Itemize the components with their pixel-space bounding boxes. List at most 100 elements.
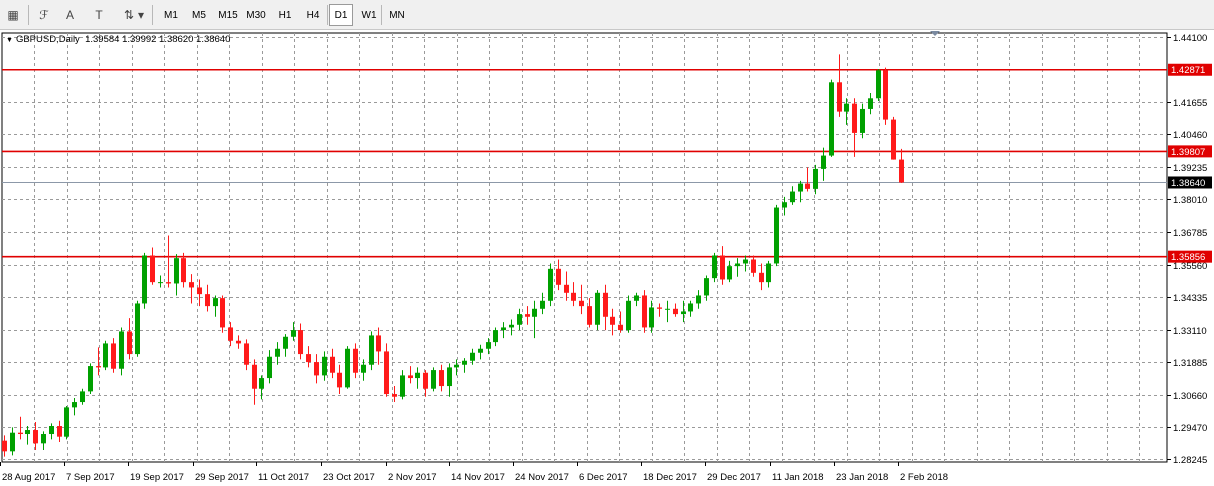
candle-bull: [486, 342, 491, 349]
candle-bull: [517, 314, 522, 325]
candle-bull: [283, 336, 288, 349]
candle-bear: [525, 314, 530, 317]
candle-bear: [337, 372, 342, 388]
y-tick-label: 1.39235: [1173, 163, 1207, 174]
triangle-down-icon: ▼: [6, 37, 13, 44]
candle-bull: [782, 202, 787, 208]
candle-bear: [236, 340, 241, 344]
y-tick-label: 1.31885: [1173, 358, 1207, 369]
ohlc-values: 1.39584 1.39992 1.38620 1.38640: [85, 34, 231, 45]
candle-bull: [80, 391, 85, 403]
candle-bull: [431, 370, 436, 389]
y-tick-label: 1.28245: [1173, 455, 1207, 466]
x-tick-label: 24 Nov 2017: [515, 472, 569, 483]
candle-bear: [2, 440, 7, 452]
candle-bull: [876, 70, 881, 99]
candle-bull: [369, 335, 374, 365]
x-tick-label: 18 Dec 2017: [643, 472, 697, 483]
text-tool-icon[interactable]: A: [65, 8, 74, 22]
grid: [1, 32, 1168, 463]
fibonacci-icon[interactable]: ℱ: [39, 8, 49, 22]
candle-bull: [462, 360, 467, 365]
timeframe-d1-button[interactable]: D1: [329, 4, 353, 26]
chart-toolbar: ▦ ℱ A T ⇅ ▾ M1 M5 M15 M30 H1 H4 D1 W1 MN: [0, 0, 1214, 30]
candle-bear: [423, 372, 428, 389]
candle-bear: [330, 356, 335, 373]
y-tick-label: 1.30660: [1173, 391, 1207, 402]
text-label-icon[interactable]: T: [95, 8, 103, 22]
candle-bear: [603, 292, 608, 317]
x-tick-label: 7 Sep 2017: [66, 472, 115, 483]
current-price-tag: [1168, 176, 1212, 189]
y-tick-label: 1.36785: [1173, 228, 1207, 239]
candle-bull: [766, 263, 771, 283]
candle-bull: [267, 356, 272, 379]
level-price-label: 1.39807: [1171, 147, 1205, 158]
objects-list-icon[interactable]: ▦: [7, 8, 19, 22]
candle-bull: [626, 300, 631, 331]
candle-bull: [174, 258, 179, 284]
x-tick-label: 23 Jan 2018: [836, 472, 888, 483]
x-tick-label: 23 Oct 2017: [323, 472, 375, 483]
candle-bear: [579, 300, 584, 307]
current-price-label: 1.38640: [1171, 178, 1205, 189]
level-price-tag: [1168, 63, 1212, 76]
timeframe-mn-button[interactable]: MN: [389, 10, 405, 21]
candle-bull: [681, 311, 686, 315]
timeframe-m1-button[interactable]: M1: [164, 10, 178, 21]
candle-bear: [306, 354, 311, 363]
candle-bull: [688, 303, 693, 312]
arrows-tool-icon[interactable]: ⇅: [123, 8, 135, 22]
candle-bear: [805, 183, 810, 189]
candle-bull: [493, 330, 498, 343]
level-price-tag: [1168, 145, 1212, 158]
candle-bull: [540, 300, 545, 309]
candle-bear: [33, 430, 38, 444]
candle-bull: [829, 82, 834, 156]
candle-bull: [25, 430, 30, 435]
candle-bull: [64, 407, 69, 437]
candle-bull: [119, 331, 124, 369]
candle-bull: [501, 327, 506, 331]
dropdown-icon[interactable]: ▾: [137, 8, 145, 22]
timeframe-w1-button[interactable]: W1: [361, 10, 377, 21]
candle-bull: [548, 268, 553, 301]
candle-bull: [634, 295, 639, 301]
candle-bear: [57, 426, 62, 437]
chart-shift-icon[interactable]: [930, 31, 940, 36]
candle-bull: [774, 207, 779, 264]
candle-bear: [197, 287, 202, 295]
candle-bear: [150, 255, 155, 283]
candle-bull: [790, 191, 795, 203]
candle-bull: [743, 259, 748, 264]
candle-bear: [618, 324, 623, 331]
candle-bear: [439, 370, 444, 387]
candle-bull: [813, 168, 818, 189]
timeframe-m5-button[interactable]: M5: [192, 10, 206, 21]
price-chart[interactable]: 1.44100 1.41655 1.40460 1.39235 1.38010 1.367…: [0, 30, 1214, 486]
plot-frame: [1, 32, 1168, 463]
timeframe-h1-button[interactable]: H1: [278, 10, 292, 21]
candle-bull: [415, 372, 420, 379]
x-tick-label: 2 Nov 2017: [388, 472, 437, 483]
level-price-label: 1.42871: [1171, 65, 1205, 76]
candle-bull: [696, 295, 701, 304]
candle-bull: [844, 103, 849, 112]
candle-bear: [18, 432, 23, 435]
candle-bull: [361, 364, 366, 373]
timeframe-h4-button[interactable]: H4: [306, 10, 320, 21]
x-tick-label: 29 Sep 2017: [195, 472, 249, 483]
y-tick-label: 1.41655: [1173, 98, 1207, 109]
timeframe-m30-button[interactable]: M30: [246, 10, 266, 21]
level-price-tag: [1168, 250, 1212, 263]
candle-bull: [821, 155, 826, 169]
candle-bull: [470, 352, 475, 361]
candle-bear: [657, 307, 662, 309]
candle-bear: [96, 366, 101, 368]
timeframe-m15-button[interactable]: M15: [218, 10, 238, 21]
candle-bull: [72, 402, 77, 408]
candle-bear: [353, 348, 358, 373]
candle-bear: [642, 295, 647, 328]
toolbar-separator: [327, 5, 328, 25]
candle-bull: [860, 108, 865, 133]
